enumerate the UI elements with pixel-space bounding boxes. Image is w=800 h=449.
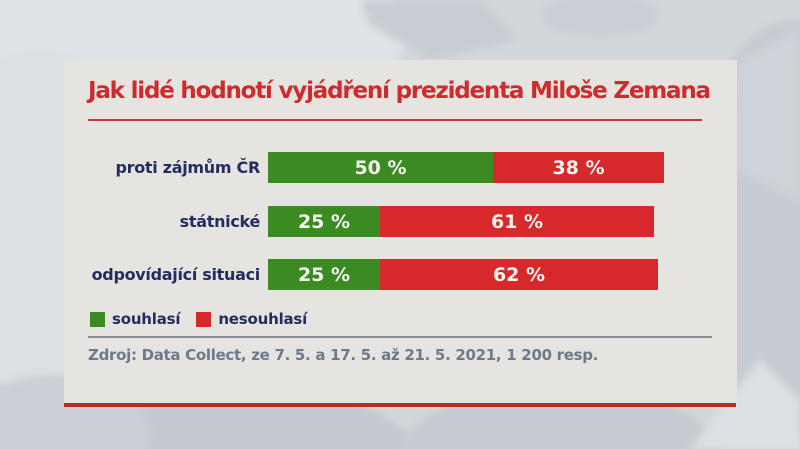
bar-track: 25 % 62 % xyxy=(268,259,658,290)
bar-segment-disagree: 38 % xyxy=(493,152,664,183)
bar-row-label: státnické xyxy=(179,212,261,231)
source-text: Zdroj: Data Collect, ze 7. 5. a 17. 5. a… xyxy=(88,346,599,364)
bar-row: státnické 25 % 61 % xyxy=(64,206,737,237)
bar-segment-agree: 25 % xyxy=(268,206,380,237)
chart-legend: souhlasí nesouhlasí xyxy=(90,310,307,328)
legend-item-disagree: nesouhlasí xyxy=(196,310,307,328)
bar-track: 25 % 61 % xyxy=(268,206,654,237)
bar-track: 50 % 38 % xyxy=(268,152,664,183)
bar-row-label: odpovídající situaci xyxy=(91,265,261,284)
bar-segment-disagree: 61 % xyxy=(380,206,654,237)
legend-swatch-green xyxy=(90,311,105,327)
source-divider xyxy=(88,336,712,338)
bar-segment-disagree: 62 % xyxy=(380,259,658,290)
bar-value-label: 25 % xyxy=(297,263,351,286)
bar-value-label: 50 % xyxy=(354,156,407,179)
bar-row: odpovídající situaci 25 % 62 % xyxy=(64,259,737,290)
bar-value-label: 62 % xyxy=(492,263,546,286)
bottom-accent-line xyxy=(64,403,736,407)
bar-row-label: proti zájmům ČR xyxy=(115,158,260,177)
bar-segment-agree: 25 % xyxy=(268,259,380,290)
bar-value-label: 38 % xyxy=(552,156,605,179)
bar-value-label: 61 % xyxy=(490,210,544,233)
legend-item-agree: souhlasí xyxy=(90,310,181,328)
bar-row: proti zájmům ČR 50 % 38 % xyxy=(64,152,737,183)
bar-segment-agree: 50 % xyxy=(268,152,493,183)
title-underline xyxy=(88,119,702,121)
legend-swatch-red xyxy=(196,311,212,327)
chart-title: Jak lidé hodnotí vyjádření prezidenta Mi… xyxy=(88,78,711,104)
infographic-card: Jak lidé hodnotí vyjádření prezidenta Mi… xyxy=(64,60,737,404)
bar-value-label: 25 % xyxy=(297,210,351,233)
legend-label-agree: souhlasí xyxy=(112,310,181,328)
legend-label-disagree: nesouhlasí xyxy=(218,310,308,328)
